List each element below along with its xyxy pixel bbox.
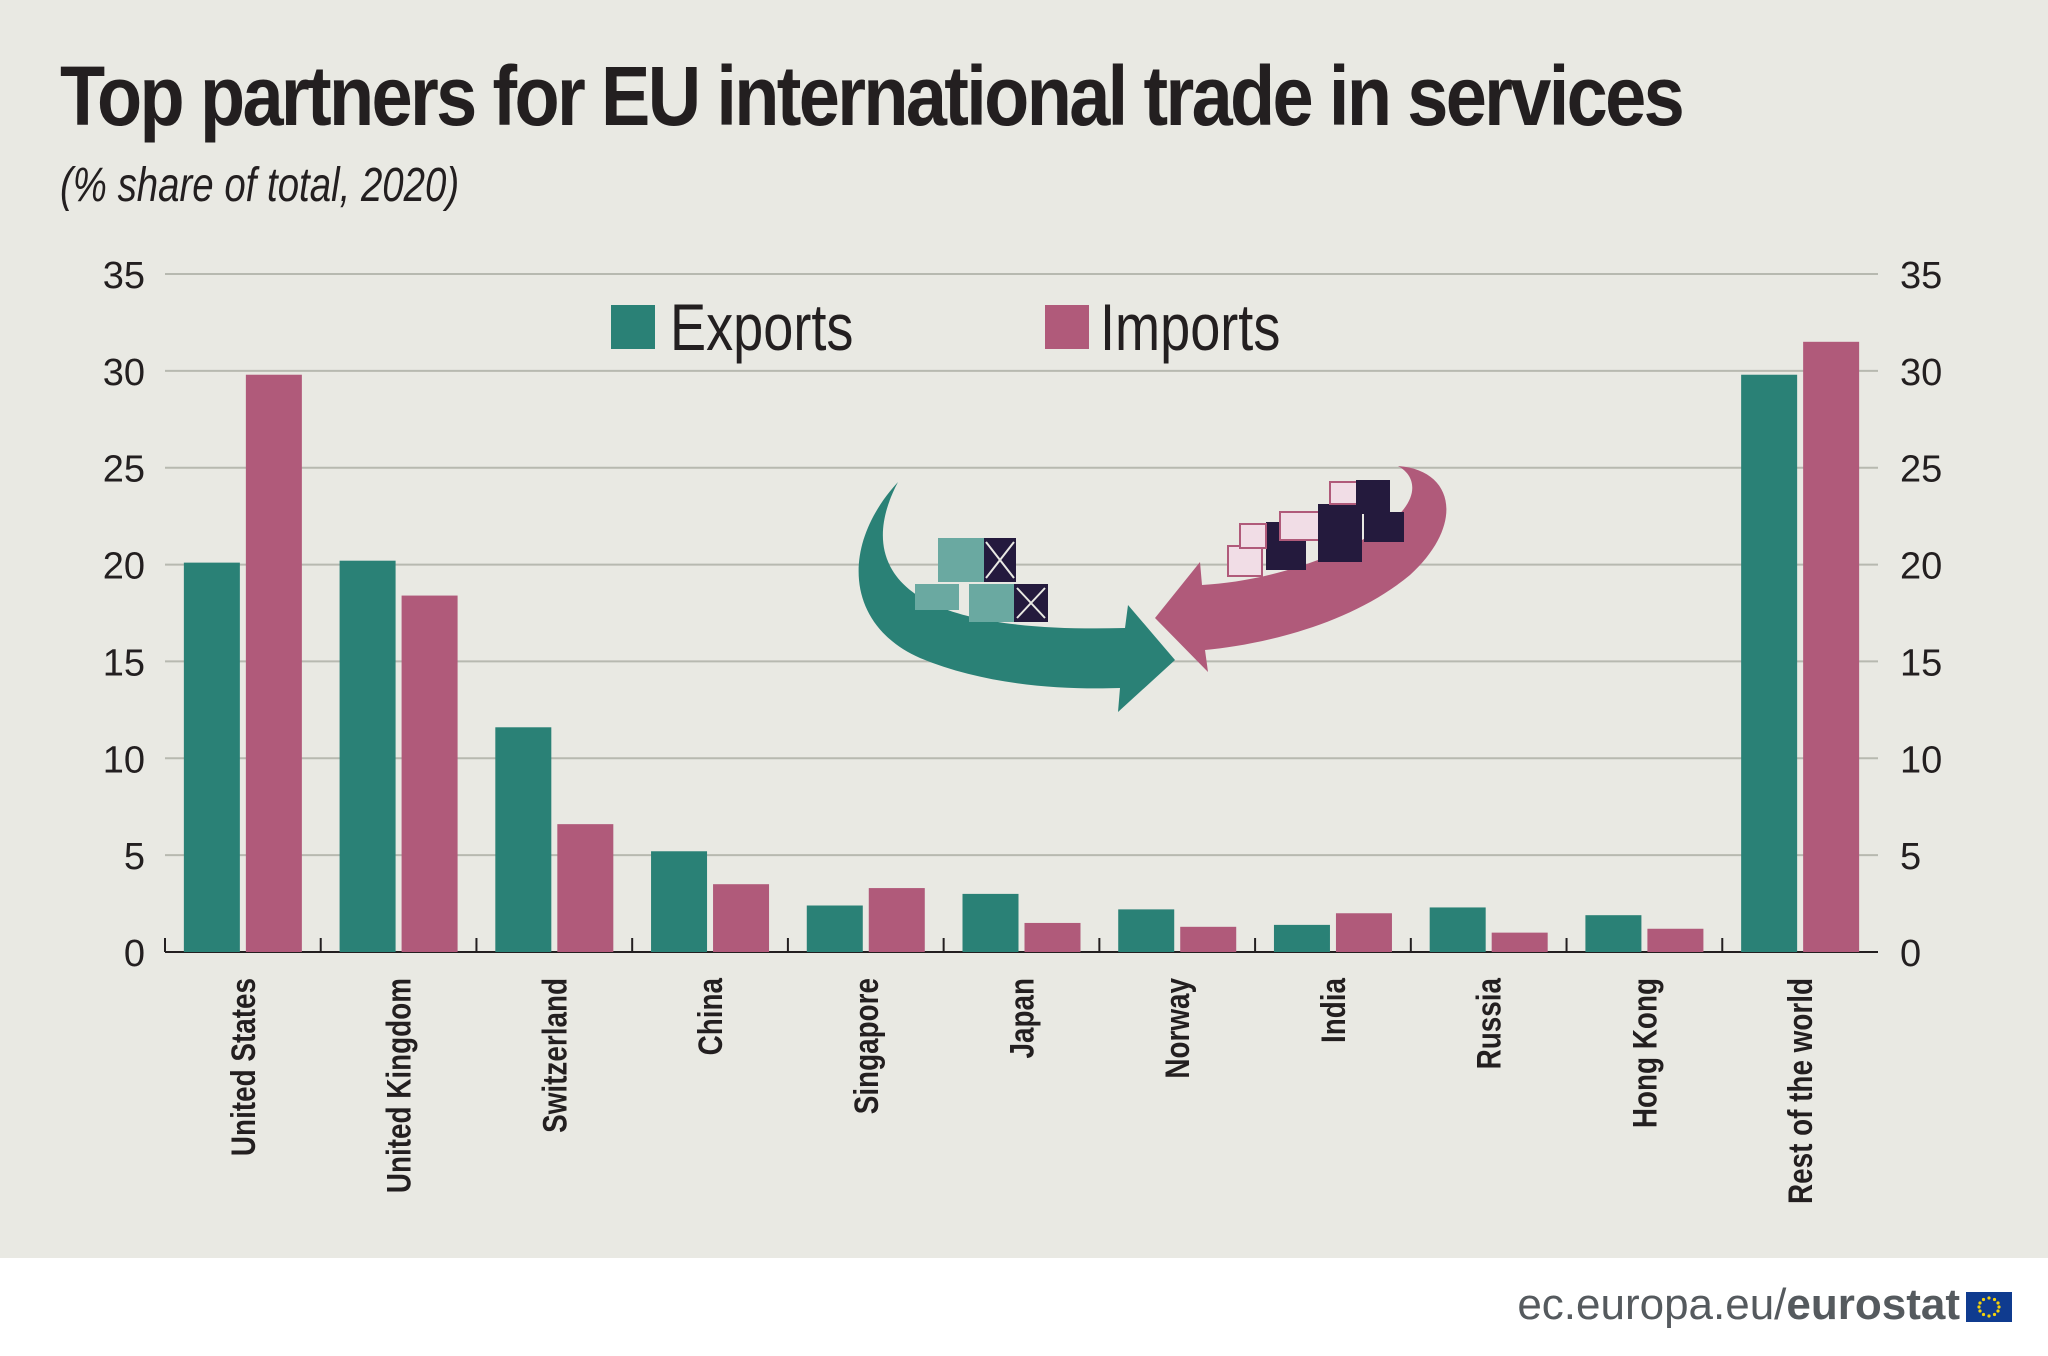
- chart-title: Top partners for EU international trade …: [60, 49, 1685, 143]
- x-label-china: China: [691, 977, 729, 1055]
- x-label-switzerland: Switzerland: [536, 978, 574, 1133]
- bar-exports-hong-kong: [1585, 915, 1642, 952]
- y-tick-right-30: 30: [1900, 352, 1942, 394]
- bar-exports-russia: [1429, 907, 1486, 952]
- bar-exports-singapore: [806, 905, 863, 952]
- x-label-united-states: United States: [224, 978, 262, 1156]
- bar-imports-japan: [1024, 922, 1081, 952]
- y-tick-left-30: 30: [103, 352, 145, 394]
- y-tick-right-15: 15: [1900, 642, 1942, 684]
- chart-subtitle: (% share of total, 2020): [60, 159, 460, 212]
- bar-imports-united-kingdom: [401, 595, 458, 952]
- bar-exports-china: [651, 851, 708, 952]
- bar-imports-united-states: [245, 374, 302, 952]
- x-label-russia: Russia: [1470, 977, 1508, 1069]
- footer-site: ec.europa.eu/: [1517, 1280, 1787, 1329]
- y-tick-left-25: 25: [103, 449, 145, 491]
- bar-exports-india: [1273, 924, 1330, 952]
- bar-imports-rest-of-the-world: [1803, 341, 1860, 952]
- y-tick-right-35: 35: [1900, 255, 1942, 297]
- bar-exports-switzerland: [495, 727, 552, 952]
- y-tick-right-0: 0: [1900, 933, 1921, 975]
- bar-imports-china: [713, 884, 770, 952]
- y-tick-left-20: 20: [103, 546, 145, 588]
- bar-exports-rest-of-the-world: [1741, 374, 1798, 952]
- x-label-singapore: Singapore: [847, 978, 885, 1114]
- legend-swatch-imports: [1045, 305, 1089, 349]
- bar-imports-india: [1335, 913, 1392, 952]
- y-tick-left-0: 0: [124, 933, 145, 975]
- bar-exports-japan: [962, 893, 1019, 952]
- x-axis-labels: United States United Kingdom Switzerland Ch…: [224, 977, 1820, 1204]
- trade-arrows-illustration: [858, 466, 1447, 712]
- bar-exports-united-kingdom: [339, 560, 396, 952]
- x-label-hong-kong: Hong Kong: [1626, 978, 1664, 1128]
- x-label-norway: Norway: [1159, 977, 1197, 1078]
- bar-exports-norway: [1118, 909, 1175, 952]
- legend-label-imports: Imports: [1100, 290, 1280, 364]
- legend-swatch-exports: [611, 305, 655, 349]
- bars: [183, 341, 1860, 952]
- bar-chart: 0 5 10 15 20 25 30 35 0 5 10 15 20 25 30 35 United Sta…: [103, 255, 1943, 1204]
- bar-imports-russia: [1491, 932, 1548, 952]
- x-label-india: India: [1314, 977, 1352, 1043]
- bar-exports-united-states: [183, 562, 240, 952]
- y-tick-left-15: 15: [103, 642, 145, 684]
- x-label-rest-of-the-world: Rest of the world: [1782, 978, 1820, 1204]
- y-axis-left: 0 5 10 15 20 25 30 35: [103, 255, 145, 975]
- eu-stars: [1977, 1296, 2001, 1318]
- eu-flag-icon: [1966, 1292, 2012, 1322]
- y-tick-left-35: 35: [103, 255, 145, 297]
- bar-imports-singapore: [868, 888, 925, 952]
- bar-imports-norway: [1180, 926, 1237, 952]
- legend: Exports Imports: [611, 290, 1280, 364]
- y-tick-right-5: 5: [1900, 836, 1921, 878]
- y-tick-right-25: 25: [1900, 449, 1942, 491]
- y-tick-left-5: 5: [124, 836, 145, 878]
- bar-imports-hong-kong: [1647, 928, 1704, 952]
- y-tick-right-20: 20: [1900, 546, 1942, 588]
- footer-source: ec.europa.eu/eurostat: [1480, 1280, 1960, 1340]
- y-tick-right-10: 10: [1900, 739, 1942, 781]
- import-containers-icon: [1227, 480, 1404, 577]
- y-tick-left-10: 10: [103, 739, 145, 781]
- y-axis-right: 0 5 10 15 20 25 30 35: [1900, 255, 1942, 975]
- export-containers-icon: [915, 538, 1048, 622]
- x-label-japan: Japan: [1003, 978, 1041, 1059]
- legend-label-exports: Exports: [670, 290, 853, 364]
- export-arrow-icon: [858, 482, 1175, 712]
- x-label-united-kingdom: United Kingdom: [380, 978, 418, 1193]
- footer-brand: eurostat: [1786, 1280, 1960, 1329]
- bar-imports-switzerland: [557, 824, 614, 952]
